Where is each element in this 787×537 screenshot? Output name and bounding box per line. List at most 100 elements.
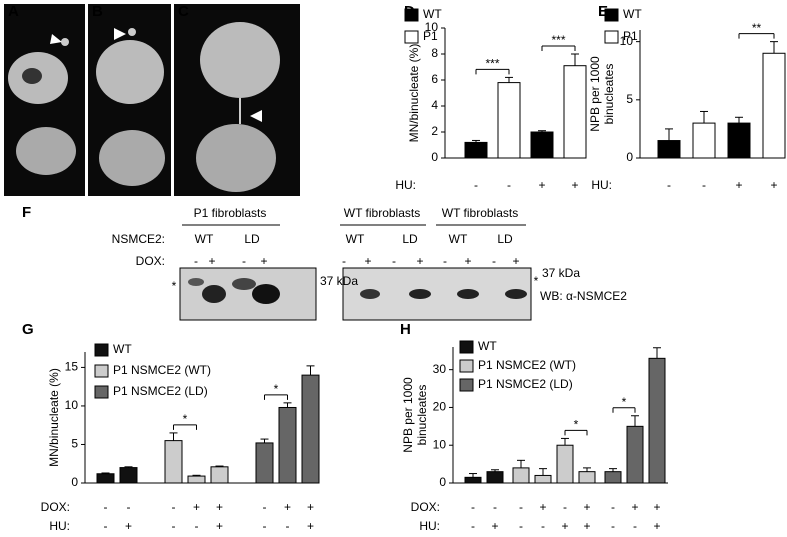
row-value: - bbox=[104, 519, 108, 533]
y-tick-label: 0 bbox=[431, 150, 438, 164]
y-tick-label: 10 bbox=[433, 437, 447, 451]
row-value: - bbox=[519, 500, 523, 514]
panel-letter: F bbox=[22, 204, 31, 221]
band bbox=[202, 285, 226, 303]
bar bbox=[512, 467, 530, 484]
legend-swatch bbox=[94, 364, 109, 378]
row-value: - bbox=[263, 519, 267, 533]
legend-label: WT bbox=[423, 7, 442, 21]
micronucleus bbox=[128, 28, 136, 36]
nucleus bbox=[99, 130, 165, 186]
legend-swatch bbox=[94, 385, 109, 399]
legend-swatch bbox=[604, 8, 619, 22]
row-value: + bbox=[284, 500, 291, 514]
row-value: + bbox=[216, 519, 223, 533]
band bbox=[409, 289, 431, 299]
blot-image bbox=[179, 267, 317, 321]
bar bbox=[96, 473, 115, 484]
dox-label: - bbox=[342, 254, 346, 268]
dox-label: - bbox=[443, 254, 447, 268]
row-value: + bbox=[653, 500, 660, 514]
nucleus bbox=[16, 127, 76, 175]
row-value: - bbox=[611, 519, 615, 533]
band bbox=[457, 289, 479, 299]
micronucleus bbox=[61, 38, 69, 46]
y-axis-label: binucleates bbox=[415, 385, 429, 446]
significance: ** bbox=[752, 21, 762, 35]
marker-label: 37 kDa bbox=[542, 266, 580, 280]
row-value: + bbox=[491, 519, 498, 533]
blot-panel: P1 fibroblasts WT fibroblasts WT fibrobl… bbox=[112, 206, 627, 321]
bar bbox=[486, 471, 504, 484]
dox-label: + bbox=[512, 254, 519, 268]
arrowhead bbox=[250, 110, 262, 122]
row-value: + bbox=[571, 178, 578, 192]
construct-label: LD bbox=[244, 232, 260, 246]
construct-label: WT bbox=[346, 232, 365, 246]
dox-label: - bbox=[492, 254, 496, 268]
y-tick-label: 10 bbox=[425, 20, 439, 34]
significance: *** bbox=[485, 57, 499, 71]
y-tick-label: 0 bbox=[71, 475, 78, 489]
legend-swatch bbox=[94, 343, 109, 357]
micrographs bbox=[4, 4, 300, 196]
row-value: + bbox=[770, 178, 777, 192]
dox-label: + bbox=[416, 254, 423, 268]
y-axis-label: NPB per 1000 bbox=[401, 377, 415, 453]
row-label: HU: bbox=[419, 519, 440, 533]
y-tick-label: 8 bbox=[431, 46, 438, 60]
marker-star: * bbox=[172, 279, 177, 293]
band bbox=[188, 278, 204, 286]
marker-star: * bbox=[534, 274, 539, 288]
row-value: + bbox=[631, 500, 638, 514]
y-tick-label: 0 bbox=[439, 475, 446, 489]
legend-label: P1 NSMCE2 (LD) bbox=[478, 377, 573, 391]
row-value: - bbox=[172, 500, 176, 514]
row-value: - bbox=[471, 519, 475, 533]
row-value: - bbox=[471, 500, 475, 514]
y-tick-label: 15 bbox=[65, 360, 79, 374]
bar bbox=[464, 141, 488, 159]
construct-label: WT bbox=[195, 232, 214, 246]
band bbox=[252, 284, 280, 304]
bar bbox=[278, 406, 297, 484]
legend-label: WT bbox=[113, 342, 132, 356]
panel-letter: E bbox=[598, 3, 608, 20]
y-tick-label: 5 bbox=[626, 92, 633, 106]
y-tick-label: 10 bbox=[620, 34, 634, 48]
legend-swatch bbox=[459, 340, 474, 354]
dox-label: + bbox=[208, 254, 215, 268]
marker-label: 37 kDa bbox=[320, 274, 358, 288]
bar bbox=[556, 444, 574, 484]
band bbox=[360, 289, 380, 299]
row-value: - bbox=[493, 500, 497, 514]
y-axis-label: NPB per 1000 bbox=[588, 56, 602, 132]
dox-label: + bbox=[364, 254, 371, 268]
band bbox=[505, 289, 527, 299]
bar bbox=[563, 65, 587, 159]
dox-label: + bbox=[464, 254, 471, 268]
row-label: HU: bbox=[395, 178, 416, 192]
legend-swatch bbox=[404, 30, 419, 44]
y-tick-label: 20 bbox=[433, 400, 447, 414]
row-value: + bbox=[653, 519, 660, 533]
band bbox=[232, 278, 256, 290]
row-value: + bbox=[735, 178, 742, 192]
row-value: - bbox=[611, 500, 615, 514]
legend-label: P1 NSMCE2 (LD) bbox=[113, 384, 208, 398]
row-value: - bbox=[263, 500, 267, 514]
row-value: + bbox=[538, 178, 545, 192]
legend-label: WT bbox=[478, 339, 497, 353]
bar bbox=[626, 425, 644, 484]
row-value: + bbox=[561, 519, 568, 533]
wb-label: WB: α-NSMCE2 bbox=[540, 289, 627, 303]
row-value: - bbox=[195, 519, 199, 533]
construct-label: LD bbox=[402, 232, 418, 246]
y-tick-label: 0 bbox=[626, 150, 633, 164]
row-value: + bbox=[307, 519, 314, 533]
bar bbox=[164, 440, 183, 484]
legend-label: P1 bbox=[623, 29, 638, 43]
bar bbox=[727, 122, 751, 159]
nucleus-detail bbox=[22, 68, 42, 84]
